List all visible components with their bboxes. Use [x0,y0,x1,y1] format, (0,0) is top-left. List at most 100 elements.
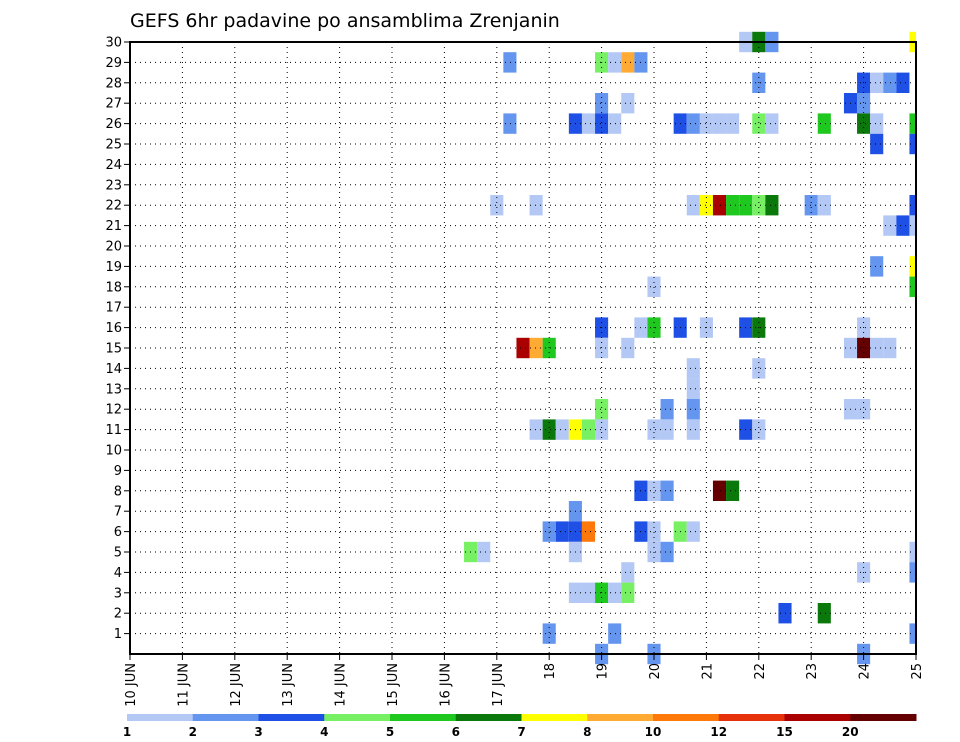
precip-cell [870,113,884,134]
precip-cell [752,113,766,134]
precip-cell [529,337,543,359]
precip-cell [909,215,916,236]
y-tick-label: 26 [105,117,122,132]
precip-cell [883,337,897,359]
precip-cell [477,541,491,563]
y-tick-label: 29 [105,56,122,71]
precip-cell [896,72,910,93]
precip-cell [909,256,916,277]
x-tick-label: 15 JUN [386,663,401,707]
precip-cell [686,419,700,440]
precip-cell [660,419,674,440]
precip-cell [896,215,910,236]
precip-cell [752,419,766,440]
precip-cell [909,276,916,297]
precip-cell [726,195,740,216]
precip-cell [712,113,727,134]
precip-cell [608,582,622,603]
y-tick-label: 17 [105,301,122,316]
y-tick-label: 3 [114,586,122,601]
precip-cell [529,195,543,216]
precip-cell [595,399,609,420]
y-tick-label: 7 [114,505,122,520]
y-tick-label: 1 [114,627,122,642]
legend-label: 2 [189,725,197,739]
y-tick-label: 30 [105,36,122,51]
legend-swatch [784,714,851,721]
precip-cell [516,337,530,359]
precip-cell [529,419,543,440]
precip-cell [870,72,884,93]
y-tick-label: 12 [105,403,122,418]
x-axis: 10 JUN 11 JUN 12 JUN 13 JUN 14 JUN 15 JUN 16 J… [124,654,925,707]
x-tick-label: 20 [648,663,663,680]
precip-cell [686,521,700,542]
precip-cell [608,52,622,73]
x-tick-label: 10 JUN [124,663,139,707]
precip-cell [555,521,569,542]
precip-cell [503,113,517,134]
precip-cell [686,399,700,420]
x-tick-label: 23 [805,663,820,680]
precip-cell [817,113,831,134]
y-tick-label: 9 [114,464,122,479]
x-tick-label: 12 JUN [229,663,244,707]
precip-cell [581,113,596,134]
legend-swatch [192,714,259,721]
y-tick-label: 28 [105,76,122,91]
precip-cell [621,52,635,73]
precip-cell [647,521,661,542]
y-tick-label: 16 [105,321,122,336]
precip-cell [699,113,713,134]
legend-swatch [718,714,785,721]
x-tick-label: 13 JUN [281,663,296,707]
legend-label: 20 [842,725,859,739]
x-tick-label: 19 [596,663,611,680]
y-tick-label: 8 [114,484,122,499]
y-tick-label: 25 [105,138,122,153]
legend-label: 5 [386,725,394,739]
precip-cell [647,419,661,440]
precip-cell [647,276,661,297]
precip-cell [817,195,831,216]
grid-lines [130,41,916,654]
legend-label: 7 [517,725,525,739]
y-tick-label: 22 [105,199,122,214]
precip-cell [765,113,779,134]
y-tick-label: 15 [105,342,122,357]
precip-cell [595,113,609,134]
precip-cell [581,582,596,603]
x-tick-label: 16 JUN [438,663,453,707]
precip-cell [660,480,674,501]
y-tick-label: 24 [105,158,122,173]
x-tick-label: 11 JUN [176,663,191,707]
y-tick-label: 5 [114,546,122,561]
precip-cell [909,562,916,583]
precip-cell [909,195,916,216]
legend-swatch [390,714,457,721]
precip-cell [712,480,727,501]
legend-swatch [653,714,720,721]
precip-cell [765,195,779,216]
legend-swatch [521,714,588,721]
x-tick-label: 24 [858,663,873,680]
precip-cell [712,195,727,216]
precip-cell [883,215,897,236]
y-tick-label: 18 [105,280,122,295]
precip-cell [686,358,700,379]
y-tick-label: 6 [114,525,122,540]
precip-cell [804,195,818,216]
legend-label: 4 [320,725,328,739]
precip-cell [621,93,635,114]
precip-cell [699,195,713,216]
precip-cell [752,195,766,216]
x-tick-label: 25 [910,663,925,680]
y-tick-label: 10 [105,444,122,459]
precip-cell [909,113,916,134]
precip-cell [686,195,700,216]
y-tick-label: 2 [114,607,122,622]
legend-label: 10 [645,725,662,739]
legend-swatch [850,714,917,721]
precip-cell [581,521,596,542]
